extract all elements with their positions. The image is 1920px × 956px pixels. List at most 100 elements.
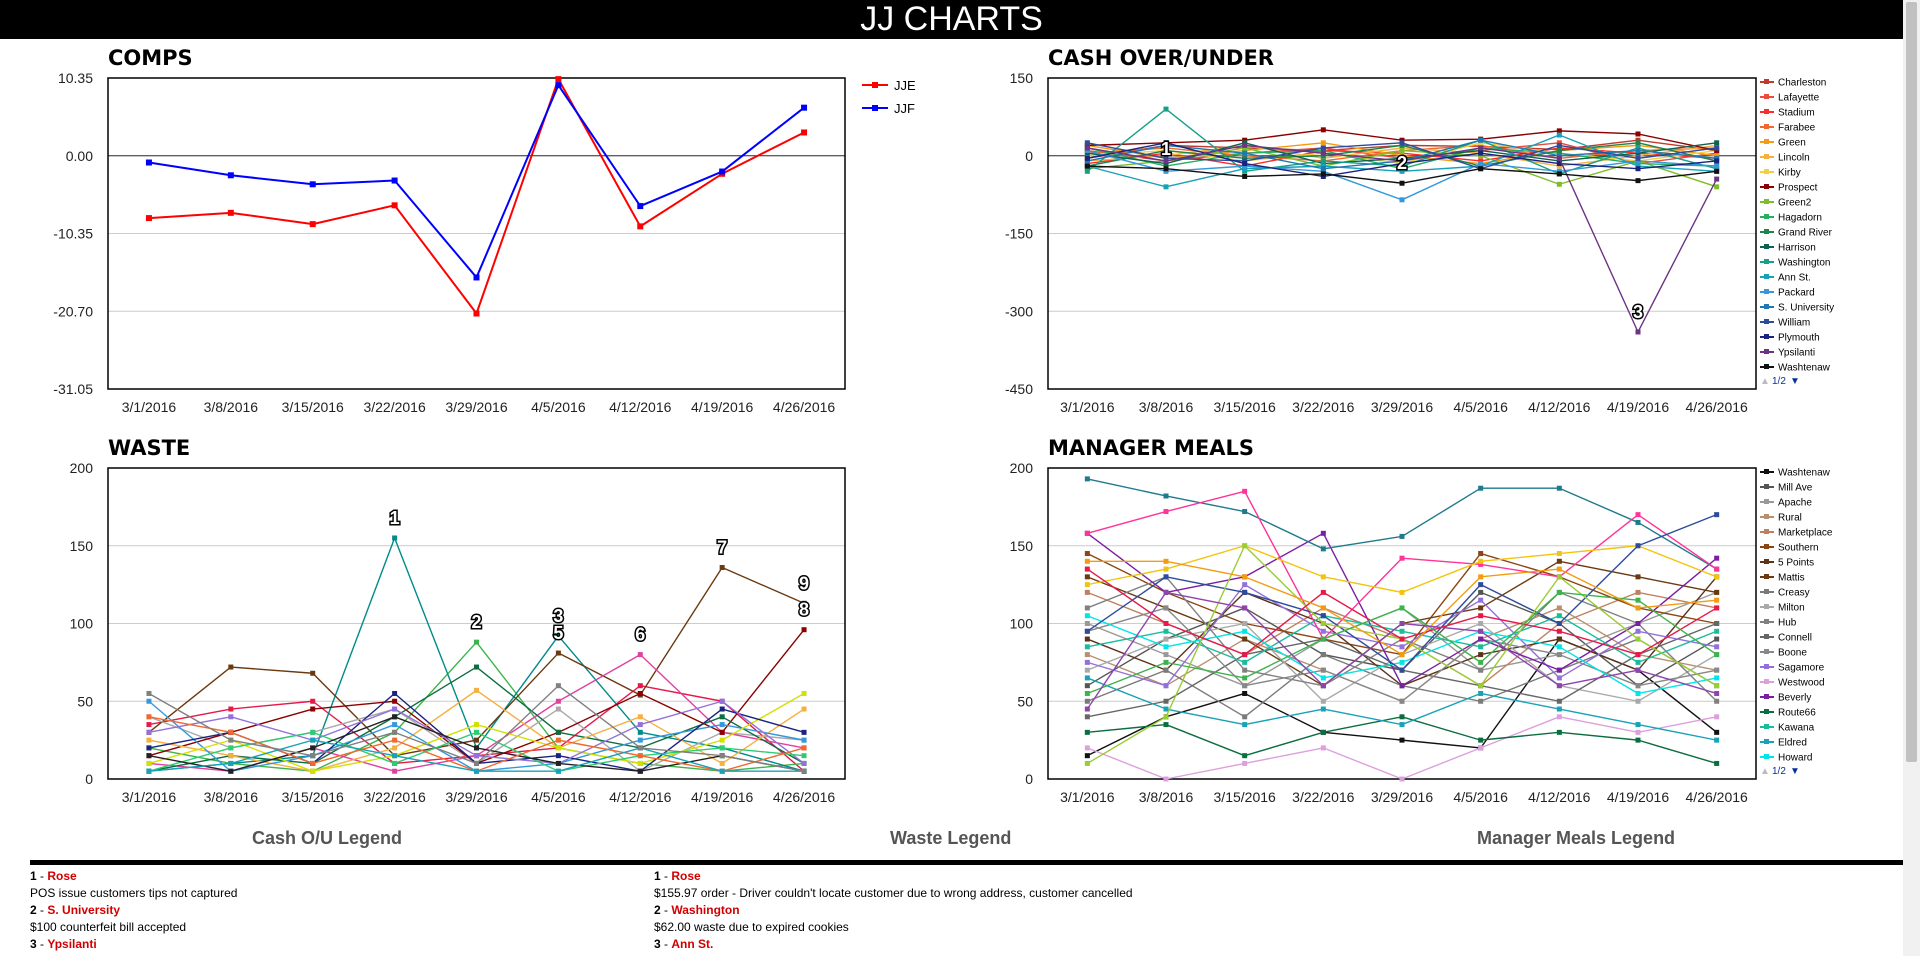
data-point-grand-river bbox=[1320, 153, 1326, 159]
legend-page-indicator: 1/2 bbox=[1772, 376, 1786, 387]
data-point-kirby bbox=[146, 760, 152, 766]
data-point-sagamore bbox=[1242, 582, 1248, 588]
note-location: Ann St. bbox=[671, 937, 714, 951]
data-point-blue bbox=[1084, 628, 1090, 634]
legend-marker bbox=[1764, 364, 1769, 369]
legend-marker bbox=[1764, 484, 1769, 489]
legend-next-arrow[interactable]: ▼ bbox=[1790, 766, 1800, 777]
data-point-creasy bbox=[1478, 698, 1484, 704]
data-point-teal bbox=[1320, 546, 1326, 552]
legend-next-arrow[interactable]: ▼ bbox=[1790, 376, 1800, 387]
legend-prev-arrow[interactable]: ▲ bbox=[1760, 766, 1770, 777]
data-point-rural bbox=[1556, 605, 1562, 611]
data-point-beverly bbox=[1399, 683, 1405, 689]
data-point-hub bbox=[555, 683, 561, 689]
x-tick-label: 3/22/2016 bbox=[1292, 399, 1354, 415]
data-point-harrison bbox=[719, 745, 725, 751]
x-tick-label: 3/15/2016 bbox=[1214, 789, 1276, 805]
cash-legend-heading: Cash O/U Legend bbox=[252, 828, 403, 848]
data-point-milton bbox=[1320, 698, 1326, 704]
data-point-harrison bbox=[1320, 161, 1326, 167]
data-point-mill-ave bbox=[1478, 589, 1484, 595]
page-scrollbar[interactable] bbox=[1903, 0, 1920, 956]
legend-label: Farabee bbox=[1778, 123, 1816, 134]
data-point-olive bbox=[1714, 683, 1720, 689]
data-point-southern bbox=[1478, 551, 1484, 557]
y-tick-label: 0.00 bbox=[66, 148, 93, 164]
data-point-route66 bbox=[1084, 729, 1090, 735]
data-point-plymouth bbox=[719, 706, 725, 712]
data-point-ann-st bbox=[1163, 184, 1169, 190]
data-point-washtenaw bbox=[1635, 178, 1641, 184]
x-tick-label: 3/8/2016 bbox=[204, 789, 259, 805]
data-point-kirby bbox=[801, 690, 807, 696]
data-point-harrison bbox=[1714, 140, 1720, 146]
x-tick-label: 4/19/2016 bbox=[691, 399, 753, 415]
data-point-jjf bbox=[473, 274, 480, 281]
data-point-green bbox=[1478, 659, 1484, 665]
data-point-route66 bbox=[1556, 729, 1562, 735]
data-point-plymouth bbox=[1556, 161, 1562, 167]
data-point-connell bbox=[1084, 714, 1090, 720]
legend-label: Mill Ave bbox=[1778, 483, 1813, 494]
x-tick-label: 3/22/2016 bbox=[363, 789, 425, 805]
data-point-boone bbox=[1635, 683, 1641, 689]
note-location: Rose bbox=[671, 869, 701, 883]
data-point-lincoln bbox=[1635, 153, 1641, 159]
data-point-stadium bbox=[1163, 150, 1169, 156]
data-point-howard bbox=[1242, 628, 1248, 634]
data-point-yellow bbox=[1714, 574, 1720, 580]
data-point-washington bbox=[1163, 106, 1169, 112]
legend-label: Washtenaw bbox=[1778, 363, 1831, 374]
x-tick-label: 4/5/2016 bbox=[1453, 789, 1508, 805]
legend-label: Harrison bbox=[1778, 243, 1816, 254]
legend-label: Kawana bbox=[1778, 723, 1815, 734]
data-point-farabee bbox=[1242, 153, 1248, 159]
y-tick-label: 150 bbox=[1010, 538, 1034, 554]
data-point-washington bbox=[1399, 163, 1405, 169]
data-point-packard bbox=[1635, 158, 1641, 164]
data-point-stadium bbox=[1478, 158, 1484, 164]
data-point-green bbox=[1242, 675, 1248, 681]
data-point-mattis bbox=[1242, 636, 1248, 642]
data-point-mattis bbox=[474, 737, 479, 743]
data-point-hub bbox=[228, 737, 234, 743]
data-point-yellow bbox=[1320, 574, 1326, 580]
data-point-farabee bbox=[1163, 145, 1169, 151]
data-point-blue bbox=[1399, 667, 1405, 673]
legend-prev-arrow[interactable]: ▲ bbox=[1760, 376, 1770, 387]
legend-label: S. University bbox=[1778, 303, 1834, 314]
data-point-s-university bbox=[1556, 153, 1562, 159]
data-point-ann-st bbox=[1399, 168, 1405, 174]
data-point-lincoln bbox=[474, 687, 479, 693]
data-point-howard bbox=[1399, 659, 1405, 665]
data-point-jje bbox=[801, 129, 808, 136]
data-point-kirby bbox=[719, 737, 725, 743]
legend-label: Route66 bbox=[1778, 708, 1816, 719]
data-point-blue bbox=[1556, 621, 1562, 626]
data-point-william bbox=[1320, 145, 1326, 151]
note-text: $100 counterfeit bill accepted bbox=[30, 920, 187, 934]
data-point-mattis bbox=[1084, 574, 1090, 580]
data-point-washtenaw bbox=[146, 753, 152, 759]
data-point-orange bbox=[1242, 574, 1248, 580]
scrollbar-thumb[interactable] bbox=[1906, 2, 1917, 762]
y-tick-label: 0 bbox=[1025, 148, 1033, 164]
legend-marker bbox=[1764, 124, 1769, 129]
data-point-green2 bbox=[1556, 181, 1562, 187]
legend-marker bbox=[1764, 199, 1769, 204]
x-tick-label: 3/29/2016 bbox=[445, 789, 507, 805]
meals-legend-heading: Manager Meals Legend bbox=[1477, 828, 1676, 848]
series-line-jjf bbox=[148, 84, 805, 279]
legend-label: Boone bbox=[1778, 648, 1807, 659]
data-point-hub bbox=[392, 729, 398, 735]
legend-label: Westwood bbox=[1778, 678, 1825, 689]
x-tick-label: 4/19/2016 bbox=[1607, 399, 1669, 415]
legend-marker bbox=[1764, 709, 1769, 714]
data-point-orange bbox=[1635, 605, 1641, 611]
data-point-plymouth bbox=[1242, 161, 1248, 167]
data-point-blue bbox=[1320, 613, 1326, 619]
x-tick-label: 3/29/2016 bbox=[445, 399, 507, 415]
data-point-washtenaw bbox=[1320, 171, 1326, 177]
data-point-william bbox=[1399, 140, 1405, 146]
